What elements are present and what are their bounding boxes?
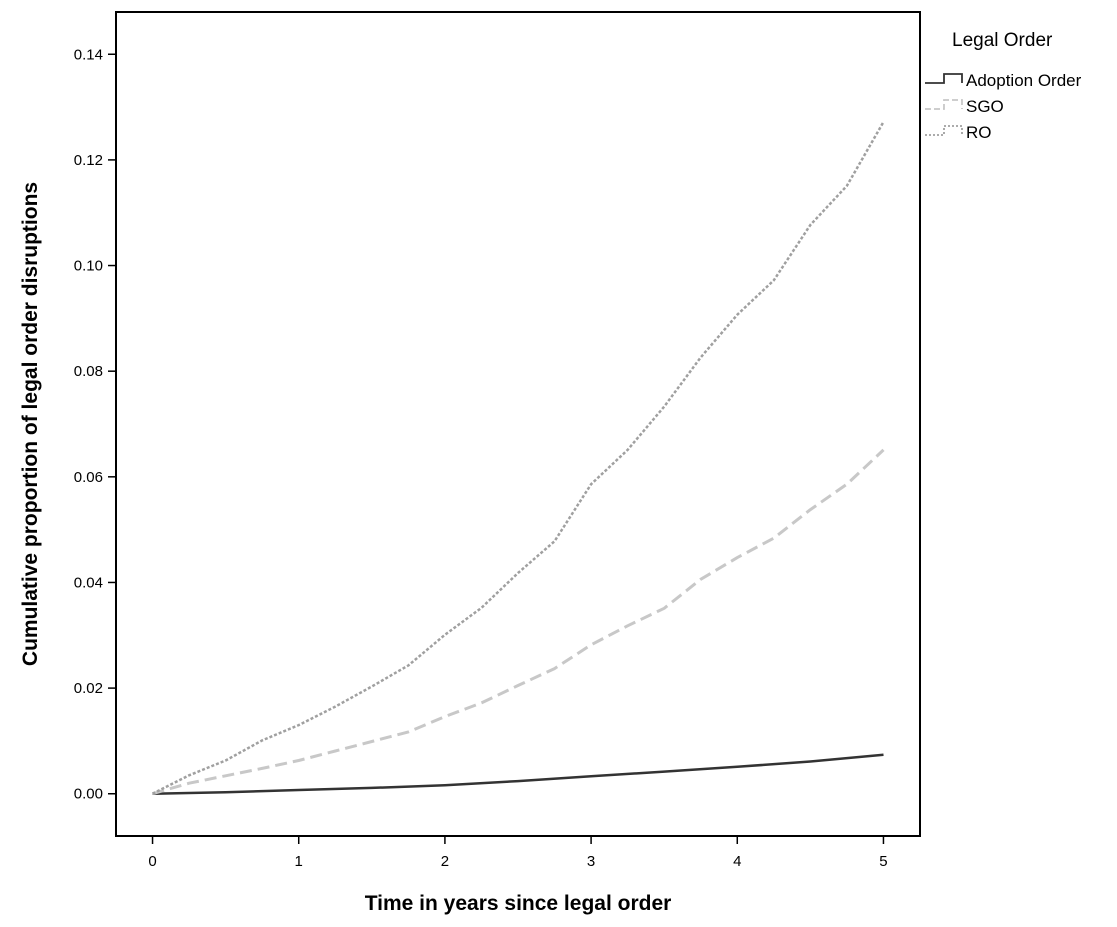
plot-frame [115,11,921,837]
y-tick-label: 0.10 [74,258,103,275]
y-tick-label: 0.12 [74,152,103,169]
y-tick-label: 0.00 [74,786,103,803]
y-tick-label: 0.06 [74,469,103,486]
x-tick-label: 4 [733,853,741,870]
legend: Legal Order Adoption Order SGO RO [925,30,1082,142]
x-tick-label: 5 [879,853,887,870]
y-tick-label: 0.02 [74,680,103,697]
legend-swatch [925,99,963,110]
x-axis-ticks: 0 1 2 3 4 5 [148,836,888,870]
legend-swatch [925,125,963,136]
series-lines [151,121,885,796]
legend-label: RO [966,123,992,142]
y-axis-title: Cumulative proportion of legal order dis… [19,182,42,666]
x-tick-label: 0 [148,853,156,870]
series-line-sgo [152,448,885,796]
y-tick-label: 0.04 [74,574,103,591]
y-axis-ticks: 0.00 0.02 0.04 0.06 0.08 0.10 0.12 0.14 [74,46,116,803]
x-tick-label: 3 [587,853,595,870]
legend-label: SGO [966,97,1004,116]
legend-label: Adoption Order [966,71,1082,90]
x-tick-label: 1 [295,853,303,870]
series-line-ro [151,121,885,795]
y-tick-label: 0.14 [74,46,103,63]
legend-title: Legal Order [952,30,1053,51]
x-tick-label: 2 [441,853,449,870]
legend-swatch [925,73,963,84]
series-line-adoption-order [152,753,884,795]
y-tick-label: 0.08 [74,363,103,380]
x-axis-title: Time in years since legal order [365,892,672,915]
